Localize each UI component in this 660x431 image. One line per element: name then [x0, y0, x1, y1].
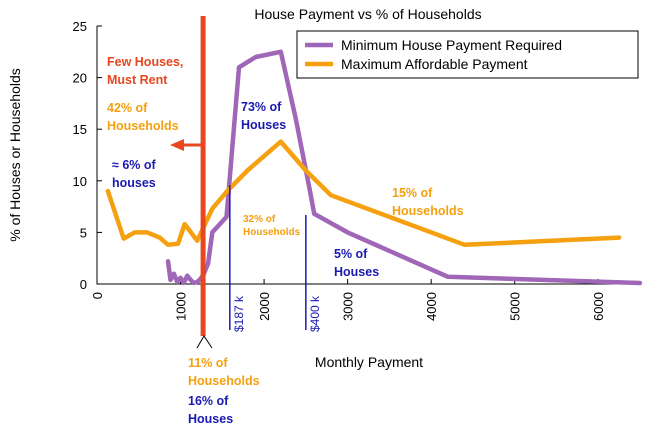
y-tick-label: 5 [80, 225, 87, 240]
x-tick-label: 1000 [174, 292, 189, 321]
annotation-9-line-2: Houses [188, 412, 233, 426]
annotation-4-line-2: Houses [241, 118, 286, 132]
annotation-1-line-1: Few Houses, [107, 55, 183, 69]
x-tick-label: 0 [90, 292, 105, 299]
x-tick-label: 2000 [257, 292, 272, 321]
x-tick-label: 3000 [341, 292, 356, 321]
annotation-3-line-1: ≈ 6% of [112, 158, 157, 172]
annotation-8-line-1: 11% of [188, 356, 228, 370]
annotation-2-line-1: 42% of [107, 101, 148, 115]
y-tick-label: 0 [80, 277, 87, 292]
annotation-6-line-1: 15% of [392, 186, 433, 200]
callout-pointer [196, 335, 213, 349]
legend-label-2: Maximum Affordable Payment [341, 56, 528, 72]
x-tick-label: 6000 [591, 292, 606, 321]
price-marker-label-1: $187 k [232, 295, 246, 332]
annotation-3-line-2: houses [112, 176, 156, 190]
annotation-4-line-1: 73% of [241, 100, 282, 114]
legend: Minimum House Payment Required Maximum Af… [296, 30, 639, 79]
legend-label-1: Minimum House Payment Required [341, 37, 562, 53]
x-tick-label: 4000 [424, 292, 439, 321]
y-tick-label: 25 [73, 19, 87, 34]
annotation-6-line-2: Households [392, 204, 464, 218]
annotation-7-line-1: 5% of [334, 247, 368, 261]
plot-area: 0 5 10 15 20 25 0 1000 2000 3000 4000 5000 6000 $187 … [73, 16, 643, 349]
price-marker-label-2: $400 k [308, 295, 322, 332]
x-axis-label: Monthly Payment [315, 354, 423, 370]
chart-title: House Payment vs % of Households [254, 6, 481, 22]
y-tick-label: 15 [73, 122, 87, 137]
annotations: Few Houses, Must Rent 42% of Households ≈ 6%… [107, 55, 464, 426]
x-tick-label: 5000 [508, 292, 523, 321]
annotation-5-line-2: Households [243, 227, 301, 238]
series-line-1 [165, 49, 643, 286]
rent-arrow-head [170, 139, 184, 151]
annotation-9-line-1: 16% of [188, 394, 229, 408]
annotation-2-line-2: Households [107, 119, 179, 133]
series-line-2 [105, 139, 622, 248]
y-axis-label: % of Houses or Households [7, 68, 23, 242]
legend-box [296, 30, 639, 79]
annotation-8-line-2: Households [188, 374, 260, 388]
annotation-7-line-2: Houses [334, 265, 379, 279]
y-tick-label: 10 [73, 174, 87, 189]
annotation-5-line-1: 32% of [243, 214, 276, 225]
y-tick-label: 20 [73, 71, 87, 86]
annotation-1-line-2: Must Rent [107, 73, 168, 87]
